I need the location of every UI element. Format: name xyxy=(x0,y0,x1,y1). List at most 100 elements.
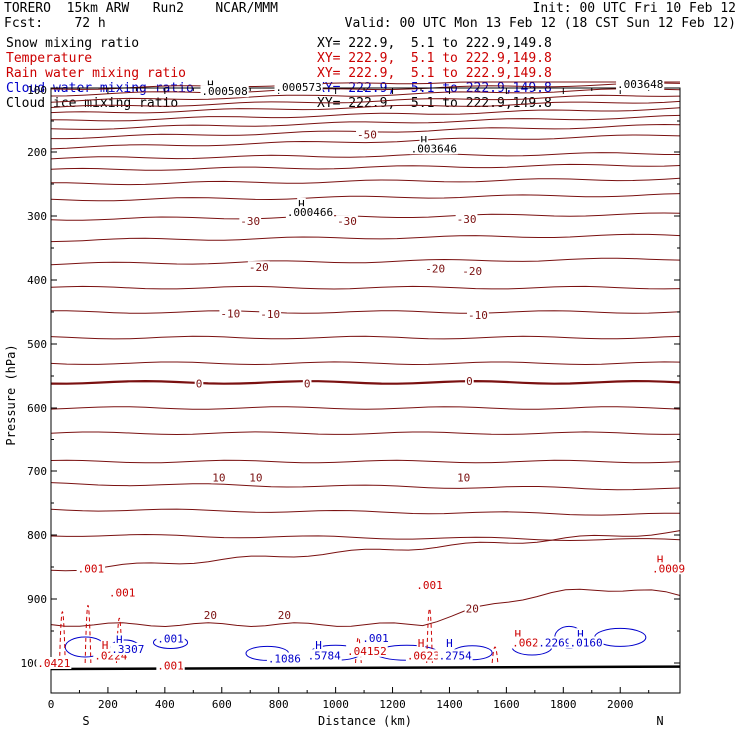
isotherm-line xyxy=(50,152,680,160)
x-tick-label: 1200 xyxy=(379,698,406,711)
isotherm-line xyxy=(50,107,681,122)
temperature-label: 20 xyxy=(466,603,479,616)
temperature-label: 0 xyxy=(304,378,311,391)
rain-label-bg xyxy=(36,657,72,669)
rain-label-bg xyxy=(513,628,523,641)
cloud-water-label: H xyxy=(577,628,584,641)
y-tick-label: 500 xyxy=(27,338,47,351)
rain-water-contour xyxy=(84,605,92,664)
temperature-contours xyxy=(50,81,681,542)
isotherm-line xyxy=(50,100,681,114)
x-tick-label: 1600 xyxy=(493,698,520,711)
warm-isotherm-line xyxy=(50,588,681,638)
snow-ice-label-bg xyxy=(616,78,665,91)
y-tick-label: 100 xyxy=(27,84,47,97)
plot-frame xyxy=(50,87,681,694)
temperature-label: -20 xyxy=(462,265,482,278)
snow-ice-label: H xyxy=(421,134,428,147)
cloud-water-label: H xyxy=(315,639,322,652)
temperature-label-bg xyxy=(219,307,242,320)
isotherm-line xyxy=(50,482,681,491)
temperature-label: 10 xyxy=(212,471,225,484)
cloud-water-label-bg xyxy=(115,633,124,646)
temperature-label: 0 xyxy=(466,375,473,388)
isotherm-line xyxy=(50,193,681,202)
rain-label-bg xyxy=(415,578,444,591)
cloud-water-label: .3307 xyxy=(111,643,144,656)
x-tick-label: 1800 xyxy=(550,698,577,711)
cloud-water-label: .001 xyxy=(157,633,184,646)
chart-title: TORERO 15km ARW Run2 NCAR/MMM xyxy=(4,1,278,16)
legend-cloud-ice-name: Cloud ice mixing ratio xyxy=(6,96,179,111)
snow-ice-label-bg xyxy=(409,142,458,155)
isotherm-line xyxy=(50,81,680,90)
temperature-label-bg xyxy=(239,215,262,228)
rain-label-bg xyxy=(107,586,137,599)
temperature-label: 20 xyxy=(204,609,217,622)
legend-temperature-xy: XY= 222.9, 5.1 to 222.9,149.8 xyxy=(317,51,552,66)
temperature-label: 10 xyxy=(249,471,262,484)
rain-label-bg xyxy=(405,649,448,662)
x-tick-label: 400 xyxy=(155,698,175,711)
rain-label: .001 xyxy=(78,562,105,575)
temperature-label: -30 xyxy=(457,213,477,226)
cloud-water-label-bg xyxy=(110,642,146,655)
temperature-label-bg xyxy=(467,309,489,322)
rain-label: .0421 xyxy=(37,657,70,670)
isotherm-line xyxy=(50,459,681,464)
temperature-label-bg xyxy=(465,375,474,388)
valid-time: Valid: 00 UTC Mon 13 Feb 12 (18 CST Sun … xyxy=(344,16,736,31)
snow-ice-label-bg xyxy=(274,80,323,93)
cloud-water-label-bg xyxy=(568,636,604,649)
rain-label-bg xyxy=(76,562,106,575)
rain-label: H xyxy=(102,639,109,652)
y-tick-label: 900 xyxy=(27,593,47,606)
isotherm-line xyxy=(50,533,681,542)
forecast-hour: Fcst: 72 h xyxy=(4,16,106,31)
warm-isotherm-line-2 xyxy=(50,530,681,572)
isotherm-line xyxy=(50,508,681,516)
rain-label: .04152 xyxy=(347,645,387,658)
cloud-water-label: H xyxy=(116,633,123,646)
temperature-label: -10 xyxy=(468,309,488,322)
temperature-label-bg xyxy=(247,261,270,274)
temperature-label: -10 xyxy=(220,307,240,320)
snow-ice-label: .000508 xyxy=(201,85,247,98)
temperature-label: 20 xyxy=(278,609,291,622)
isotherm-line xyxy=(50,431,681,436)
temperature-label: -50 xyxy=(357,129,377,142)
snow-ice-label: .003646 xyxy=(411,142,457,155)
temperature-label-bg xyxy=(276,609,292,621)
isotherm-line xyxy=(50,285,681,290)
cloud-water-label: .001 xyxy=(362,632,389,645)
rain-label: .0009 xyxy=(652,562,685,575)
isotherm-line xyxy=(50,82,681,97)
temperature-label-bg xyxy=(456,471,472,484)
temperature-label: 10 xyxy=(457,471,470,484)
cloud-water-label: H xyxy=(446,637,453,650)
temperature-label-bg xyxy=(211,471,227,484)
rain-label-bg xyxy=(100,639,110,652)
rain-label-bg xyxy=(156,659,185,672)
rain-label: .06231 xyxy=(407,649,447,662)
isotherm-line xyxy=(50,257,681,266)
x-tick-label: 1400 xyxy=(436,698,463,711)
legend-snow-name: Snow mixing ratio xyxy=(6,36,140,51)
snow-ice-label: .000573 xyxy=(275,81,321,94)
x-axis-label: Distance (km) xyxy=(318,714,412,728)
temperature-label-bg xyxy=(202,609,218,621)
rain-label-bg xyxy=(651,562,687,575)
south-label: S xyxy=(82,714,89,728)
temperature-label-bg xyxy=(302,377,312,390)
temperature-label: -30 xyxy=(337,215,357,228)
cloud-water-label-bg xyxy=(537,636,573,649)
rain-label-bg xyxy=(346,644,388,657)
rain-water-contour xyxy=(491,646,499,664)
legend-temperature-name: Temperature xyxy=(6,51,93,66)
legend-rain-xy: XY= 222.9, 5.1 to 222.9,149.8 xyxy=(317,66,552,81)
rain-label: H xyxy=(514,628,521,641)
isotherm-line xyxy=(50,379,681,385)
legend-snow-xy: XY= 222.9, 5.1 to 222.9,149.8 xyxy=(317,36,552,51)
